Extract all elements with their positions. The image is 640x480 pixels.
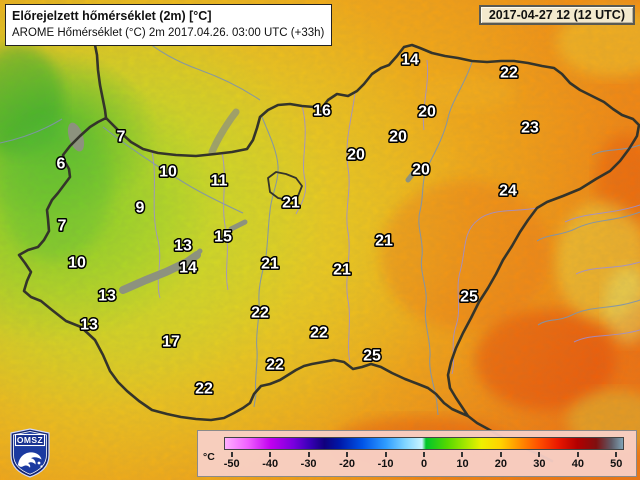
lake-balaton-tip (190, 248, 203, 261)
county-borders (151, 59, 640, 375)
temperature-label: 20 (347, 147, 365, 164)
map-subtitle: AROME Hőmérséklet (°C) 2m 2017.04.26. 03… (12, 27, 325, 40)
temperature-label: 14 (179, 260, 197, 277)
lake-tisza (405, 164, 421, 183)
colorbar-tick-label: -30 (300, 458, 317, 470)
colorbar-tick (499, 452, 502, 457)
colorbar-panel: °C -50 -40 -30 -20 -10 0 10 20 30 40 50 (197, 430, 637, 477)
temperature-label: 13 (80, 317, 98, 334)
colorbar-tick (307, 452, 310, 457)
temperature-label: 13 (98, 288, 116, 305)
temperature-label: 20 (412, 162, 430, 179)
temperature-label: 22 (195, 381, 213, 398)
colorbar-tick-label: 30 (533, 458, 546, 470)
colorbar-tick (384, 452, 387, 457)
rivers (0, 31, 640, 416)
colorbar-tick-label: 10 (456, 458, 469, 470)
temperature-labels: 14 22 16 20 23 7 20 20 6 10 20 11 24 21 9 7 15 21 13 10 21 14… (55, 50, 540, 399)
title-box: Előrejelzett hőmérséklet (2m) [°C] AROME… (5, 4, 333, 46)
temperature-label: 13 (174, 238, 192, 255)
temperature-label: 10 (68, 255, 86, 272)
omsz-logo-text: OMSZ (17, 435, 43, 445)
temperature-label: 22 (266, 357, 284, 374)
temperature-label: 21 (282, 195, 300, 212)
hungary-border (17, 43, 640, 422)
temperature-label: 22 (251, 305, 269, 322)
colorbar-gradient (224, 437, 624, 450)
colorbar-unit-label: °C (203, 451, 215, 463)
temperature-label: 15 (214, 229, 232, 246)
mountain-shade (208, 108, 240, 156)
valid-time-box: 2017-04-27 12 (12 UTC) (478, 5, 635, 25)
temperature-label: 7 (58, 218, 67, 235)
colorbar-tick (346, 452, 349, 457)
temperature-label: 24 (499, 183, 517, 200)
temperature-label: 23 (521, 120, 539, 137)
colorbar-tick (269, 452, 272, 457)
colorbar-tick-label: 50 (610, 458, 623, 470)
colorbar-tick-label: 20 (494, 458, 508, 470)
temperature-label: 16 (313, 103, 331, 120)
wave-icon (18, 452, 42, 468)
colorbar-ticks: -50 -40 -30 -20 -10 0 10 20 30 40 50 (224, 450, 624, 476)
temperature-label: 21 (375, 233, 393, 250)
temperature-label: 20 (389, 129, 407, 146)
colorbar-tick-label: 0 (420, 458, 428, 470)
lakes (67, 108, 421, 294)
temperature-label: 21 (333, 262, 351, 279)
colorbar-tick-label: 40 (571, 458, 584, 470)
lake-velence (228, 219, 248, 232)
colorbar-tick (461, 452, 464, 457)
temperature-label: 17 (162, 334, 180, 351)
colorbar-tick-label: -50 (223, 458, 240, 470)
temperature-label: 25 (460, 289, 478, 306)
temperature-label: 10 (159, 164, 177, 181)
colorbar-tick-label: -20 (339, 458, 356, 470)
colorbar-tick (423, 452, 425, 457)
temperature-label: 25 (363, 348, 381, 365)
temperature-label: 21 (261, 256, 279, 273)
omsz-logo: OMSZ (10, 428, 50, 478)
lake-balaton (119, 251, 201, 294)
temperature-label: 6 (57, 156, 66, 173)
colorbar-tick-label: -40 (262, 458, 279, 470)
budapest-outline (267, 171, 303, 201)
temperature-label: 11 (211, 173, 228, 190)
colorbar-tick (615, 452, 618, 457)
colorbar-tick (230, 452, 233, 457)
temperature-label: 22 (310, 325, 328, 342)
colorbar-tick (576, 452, 579, 457)
temperature-label: 22 (500, 65, 518, 82)
colorbar-tick-label: -10 (377, 458, 394, 470)
temperature-label: 20 (418, 104, 436, 121)
temperature-label: 14 (401, 52, 419, 69)
temperature-label: 7 (117, 129, 126, 146)
map-title: Előrejelzett hőmérséklet (2m) [°C] (12, 9, 212, 23)
temperature-label: 9 (136, 200, 145, 217)
colorbar-tick (538, 452, 541, 457)
